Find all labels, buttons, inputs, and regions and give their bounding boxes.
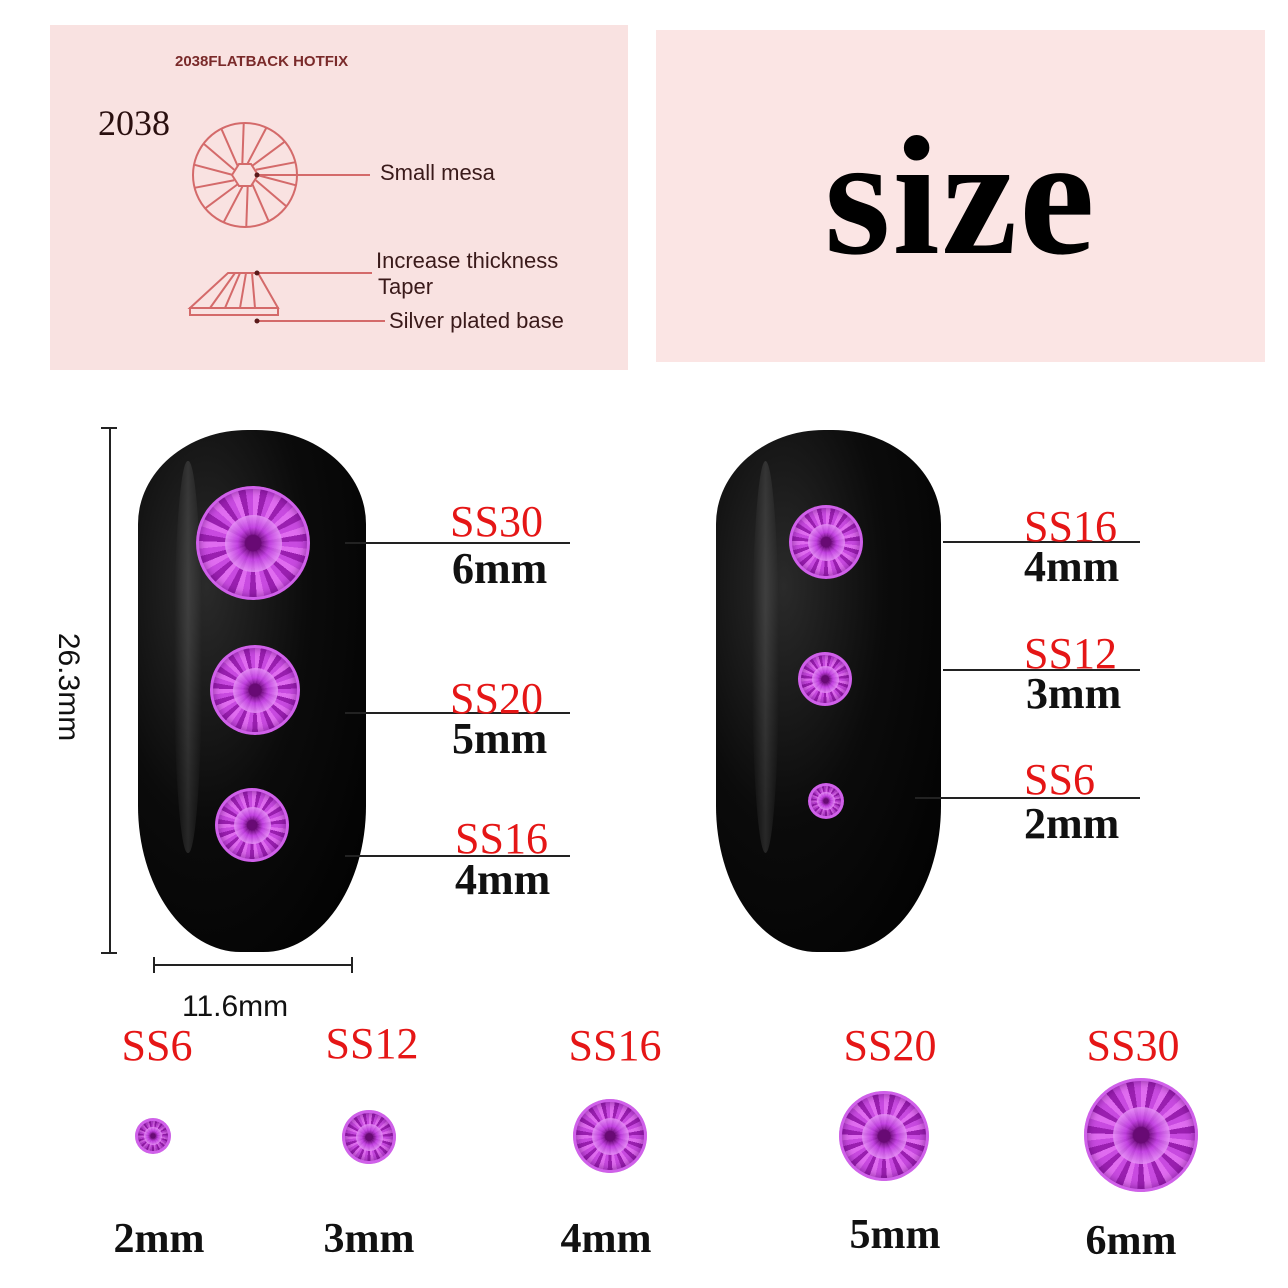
leader-line bbox=[345, 542, 570, 544]
width-label: 11.6mm bbox=[182, 990, 289, 1023]
size-mm: 5mm bbox=[452, 714, 548, 763]
facet-line bbox=[222, 186, 244, 223]
rhinestone-diagram-panel bbox=[50, 25, 628, 370]
width-dimension-line bbox=[153, 964, 353, 966]
gem-ss12 bbox=[798, 652, 852, 706]
gem-ss6 bbox=[808, 783, 844, 819]
height-tick-top bbox=[101, 427, 117, 429]
height-dimension-line bbox=[109, 427, 111, 953]
size-code: SS12 bbox=[325, 1019, 419, 1068]
size-title-panel bbox=[656, 30, 1265, 362]
facet-line bbox=[246, 127, 268, 164]
label-increase-thickness: Increase thickness bbox=[376, 248, 559, 273]
facet-line bbox=[241, 122, 245, 164]
height-label: 26.3mm bbox=[52, 632, 85, 742]
leader-line bbox=[345, 712, 570, 714]
height-tick-bottom bbox=[101, 952, 117, 954]
facet-line bbox=[255, 161, 296, 171]
size-mm: 3mm bbox=[1026, 669, 1122, 718]
size-code: SS20 bbox=[450, 674, 543, 723]
size-title: size bbox=[824, 101, 1097, 290]
size-mm: 6mm bbox=[1085, 1218, 1177, 1264]
gem-ss20 bbox=[839, 1091, 929, 1181]
facet-line bbox=[255, 179, 288, 208]
gem-ss16 bbox=[215, 788, 289, 862]
size-mm: 3mm bbox=[323, 1216, 415, 1262]
facet-line bbox=[194, 179, 235, 189]
size-code: SS30 bbox=[450, 497, 543, 546]
label-small-mesa: Small mesa bbox=[380, 160, 495, 185]
gem-ss30 bbox=[1084, 1078, 1198, 1192]
facet-line bbox=[256, 174, 297, 187]
facet-line bbox=[220, 128, 239, 167]
gem-ss16 bbox=[789, 505, 863, 579]
facet-line bbox=[193, 163, 234, 176]
width-tick-right bbox=[351, 957, 353, 973]
size-code: SS20 bbox=[843, 1021, 937, 1070]
label-taper: Taper bbox=[378, 274, 434, 299]
top-view-gem-drawing bbox=[192, 122, 370, 228]
facet-line bbox=[251, 183, 270, 222]
size-code: SS6 bbox=[1024, 755, 1095, 804]
size-mm: 2mm bbox=[113, 1216, 205, 1262]
side-view-gem-drawing bbox=[187, 272, 385, 322]
size-mm: 4mm bbox=[560, 1216, 652, 1262]
size-code: SS6 bbox=[121, 1021, 193, 1070]
facet-line bbox=[251, 140, 286, 167]
size-mm: 6mm bbox=[452, 544, 548, 593]
leader-line bbox=[345, 855, 570, 857]
size-mm: 2mm bbox=[1024, 799, 1120, 848]
width-tick-left bbox=[153, 957, 155, 973]
label-silver-plated-base: Silver plated base bbox=[389, 308, 564, 333]
gem-ss12 bbox=[342, 1110, 396, 1164]
size-code: SS16 bbox=[568, 1021, 662, 1070]
size-code: SS16 bbox=[1024, 502, 1117, 551]
model-number: 2038 bbox=[98, 103, 170, 143]
leader-line bbox=[915, 797, 1140, 799]
leader-line bbox=[943, 541, 1140, 543]
gem-ss16 bbox=[573, 1099, 647, 1173]
facet-line bbox=[245, 186, 249, 228]
size-mm: 4mm bbox=[1024, 542, 1120, 591]
gem-ss30 bbox=[196, 486, 310, 600]
gem-ss6 bbox=[135, 1118, 171, 1154]
facet-line bbox=[204, 183, 239, 210]
diagram-heading: 2038FLATBACK HOTFIX bbox=[175, 53, 349, 70]
size-mm: 5mm bbox=[849, 1212, 941, 1258]
rhinestone-schematic bbox=[187, 122, 385, 324]
size-mm: 4mm bbox=[455, 855, 551, 904]
leader-line bbox=[943, 669, 1140, 671]
size-code: SS30 bbox=[1086, 1021, 1180, 1070]
gem-ss20 bbox=[210, 645, 300, 735]
facet-line bbox=[202, 142, 235, 171]
size-code: SS16 bbox=[455, 814, 548, 863]
size-code: SS12 bbox=[1024, 629, 1117, 678]
